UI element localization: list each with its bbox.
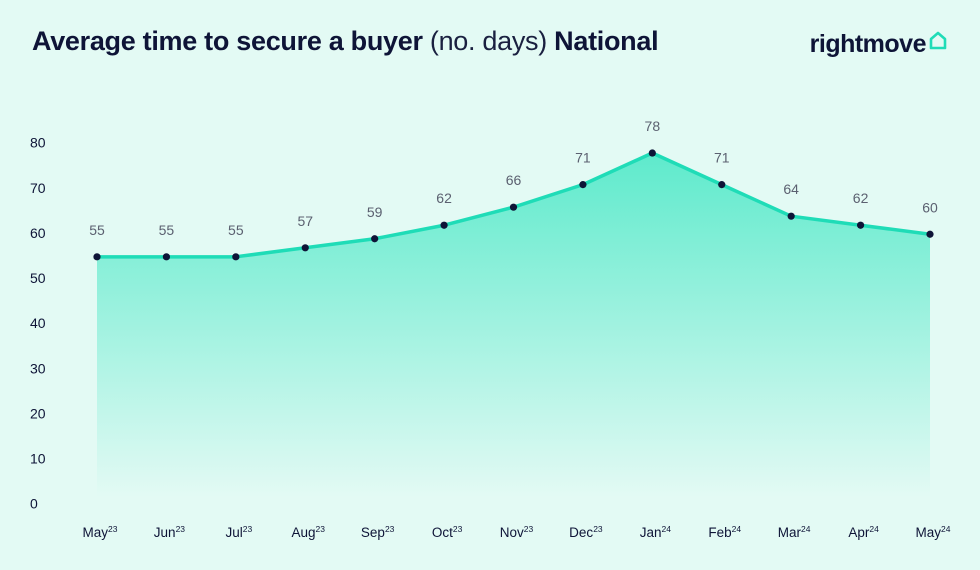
house-logo-icon [929,31,947,49]
x-tick-label: Jul23 [225,524,252,540]
x-tick-label: Mar24 [778,524,811,540]
data-label: 55 [89,222,105,238]
data-point [718,181,726,189]
title-unit: (no. days) [429,26,547,56]
data-point [579,181,587,189]
data-point [232,253,240,261]
x-tick-label: Oct23 [432,524,463,540]
y-tick-label: 80 [30,135,46,151]
data-label: 71 [575,150,591,166]
data-point [301,244,309,252]
data-point [371,235,379,243]
data-point [93,253,101,261]
x-tick-label: Nov23 [500,524,534,540]
y-tick-label: 70 [30,180,46,196]
title-main: Average time to secure a buyer [32,26,423,56]
x-tick-label: Jun23 [154,524,186,540]
data-point [440,221,448,229]
data-label: 71 [714,150,730,166]
y-tick-label: 50 [30,270,46,286]
data-label: 62 [436,190,452,206]
y-tick-label: 40 [30,315,46,331]
brand-wordmark: rightmove [809,30,927,58]
y-tick-label: 30 [30,360,46,376]
x-tick-label: Aug23 [292,524,326,540]
data-label: 55 [159,222,175,238]
chart-title: Average time to secure a buyer (no. days… [32,26,659,57]
area-fill [97,153,930,497]
data-point [926,230,934,238]
y-tick-label: 60 [30,225,46,241]
data-points [93,149,934,261]
title-region: National [554,26,659,56]
y-axis: 0 10 20 30 40 50 60 70 80 [30,135,46,512]
data-label: 78 [645,118,661,134]
data-label: 66 [506,172,522,188]
data-label: 62 [853,190,869,206]
data-point [648,149,656,157]
x-tick-label: May24 [916,524,951,540]
x-tick-label: May23 [83,524,118,540]
data-labels: 55 55 55 57 59 62 66 71 78 71 64 62 60 [89,118,938,238]
brand-logo: rightmove [810,30,948,59]
data-point [787,212,795,220]
y-tick-label: 0 [30,496,38,512]
data-point [856,221,865,229]
x-tick-label: Jan24 [640,524,672,540]
x-tick-label: Dec23 [569,524,603,540]
data-label: 57 [297,213,313,229]
data-point [509,203,518,211]
data-point [162,253,171,261]
y-tick-label: 10 [30,451,46,467]
x-axis: May23 Jun23 Jul23 Aug23 Sep23 Oct23 Nov23 Dec23… [83,524,951,540]
data-label: 55 [228,222,244,238]
x-tick-label: Feb24 [708,524,741,540]
x-tick-label: Apr24 [848,524,879,540]
y-tick-label: 20 [30,405,46,421]
x-tick-label: Sep23 [361,524,395,540]
data-label: 59 [367,204,383,220]
data-label: 64 [783,181,799,197]
data-label: 60 [922,199,938,215]
